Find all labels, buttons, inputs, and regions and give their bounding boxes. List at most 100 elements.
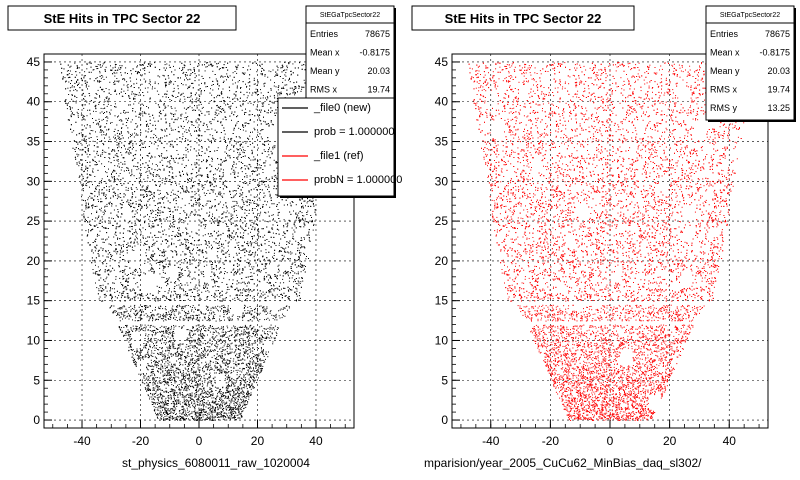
data-point (228, 338, 230, 339)
data-point (151, 335, 153, 337)
data-point (243, 407, 245, 409)
data-point (159, 331, 160, 333)
data-point (135, 330, 137, 332)
data-point (253, 380, 255, 382)
data-point (182, 317, 184, 319)
data-point (212, 361, 214, 363)
data-point (213, 350, 215, 352)
data-point (147, 353, 149, 355)
data-point (212, 336, 214, 338)
data-point (188, 365, 190, 367)
data-point (156, 340, 158, 342)
data-point (212, 327, 214, 329)
data-point (238, 338, 240, 340)
data-point (220, 320, 222, 321)
data-point (244, 353, 246, 354)
data-point (226, 389, 228, 391)
data-point (146, 382, 148, 384)
data-point (254, 371, 256, 372)
data-point (222, 392, 224, 394)
data-point (138, 356, 139, 358)
data-point (199, 404, 201, 406)
data-point (230, 419, 231, 421)
data-point (179, 345, 181, 347)
data-point (235, 330, 237, 332)
data-point (201, 390, 203, 392)
data-point (215, 411, 216, 413)
data-point (269, 328, 271, 330)
data-point (219, 392, 221, 394)
data-point (257, 357, 259, 359)
data-point (136, 327, 137, 329)
data-point (205, 305, 207, 307)
data-point (190, 370, 192, 372)
data-point (172, 418, 174, 420)
data-point (184, 403, 186, 405)
data-point (170, 314, 172, 316)
data-point (238, 417, 240, 419)
data-point (236, 344, 238, 346)
data-point (256, 371, 258, 373)
data-point (161, 381, 163, 383)
data-point (248, 344, 250, 346)
data-point (160, 314, 161, 316)
data-point (210, 388, 212, 390)
data-point (248, 343, 250, 345)
data-point (130, 309, 132, 311)
data-point (127, 313, 129, 315)
data-point (221, 396, 222, 398)
data-point (187, 403, 189, 405)
data-point (260, 364, 262, 366)
data-point (147, 376, 149, 378)
data-point (247, 393, 249, 395)
data-point (165, 330, 167, 332)
data-point (202, 342, 204, 344)
data-point (224, 319, 225, 321)
data-point (247, 369, 249, 371)
data-point (244, 333, 246, 335)
data-point (231, 318, 233, 320)
data-point (182, 307, 184, 309)
data-point (176, 413, 177, 415)
data-point (194, 339, 196, 341)
data-point (217, 407, 219, 409)
data-point (128, 307, 130, 308)
data-point (188, 400, 190, 402)
data-point (141, 318, 143, 320)
data-point (198, 416, 200, 418)
data-point (250, 308, 252, 309)
data-point (207, 334, 208, 336)
data-point (248, 347, 250, 349)
data-point (175, 386, 177, 388)
data-point (135, 361, 137, 363)
data-point (242, 391, 244, 393)
data-point (160, 352, 162, 354)
data-point (251, 320, 253, 322)
data-point (237, 349, 239, 350)
data-point (229, 378, 231, 380)
data-point (173, 403, 175, 405)
data-point (157, 313, 159, 315)
data-point (190, 363, 192, 365)
data-point (249, 319, 251, 321)
data-point (251, 316, 253, 318)
data-point (244, 351, 246, 353)
data-point (247, 353, 249, 355)
data-point (188, 410, 190, 412)
data-point (233, 394, 234, 396)
data-point (231, 410, 233, 412)
data-point (135, 311, 137, 313)
data-point (199, 353, 201, 355)
data-point (226, 309, 228, 311)
data-point (165, 342, 167, 344)
data-point (234, 328, 236, 329)
data-point (184, 312, 186, 313)
data-point (119, 327, 120, 329)
data-point (165, 326, 167, 328)
data-point (151, 341, 153, 343)
data-point (164, 363, 166, 365)
data-point (199, 388, 201, 390)
data-point (191, 411, 193, 413)
data-point (220, 338, 222, 340)
data-point (149, 346, 151, 348)
